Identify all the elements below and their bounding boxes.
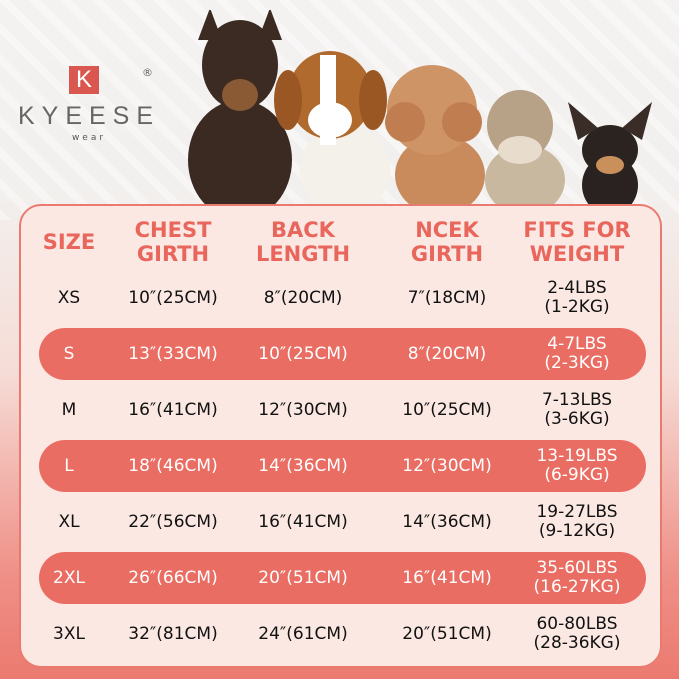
brand-sub: wear [71, 133, 107, 143]
schnauzer-image [485, 90, 565, 210]
cell-size: 3XL [53, 623, 85, 644]
table-row-xl: XL 22″(56CM) 16″(41CM) 14″(36CM) 19-27LBS (9… [39, 496, 646, 548]
poodle-image [385, 65, 485, 210]
cell-weight: 7-13LBS (3-6KG) [541, 390, 613, 429]
cell-back: 12″(30CM) [258, 399, 348, 420]
cell-chest: 10″(25CM) [128, 287, 218, 308]
table-row-2xl: 2XL 26″(66CM) 20″(51CM) 16″(41CM) 35-60LBS (… [39, 552, 646, 604]
header-size: SIZE [42, 230, 96, 254]
table-row-3xl: 3XL 32″(81CM) 24″(61CM) 20″(51CM) 60-80LBS (… [39, 608, 646, 660]
dogs-photo [188, 10, 652, 210]
cell-size: L [64, 455, 74, 476]
table-row-m: M 16″(41CM) 12″(30CM) 10″(25CM) 7-13LBS (3-6… [39, 384, 646, 436]
chihuahua-image [568, 102, 652, 210]
header-neck-girth: NCEK GIRTH [410, 218, 484, 266]
cell-chest: 16″(41CM) [128, 399, 218, 420]
cell-weight: 19-27LBS (9-12KG) [536, 502, 618, 541]
cell-neck: 8″(20CM) [407, 343, 487, 364]
beagle-image [274, 51, 390, 210]
cell-weight: 4-7LBS (2-3KG) [544, 334, 610, 373]
logo-mark: K [69, 66, 99, 94]
registered-mark: ® [142, 66, 153, 79]
cell-size: M [61, 399, 77, 420]
table-row-l: L 18″(46CM) 14″(36CM) 12″(30CM) 13-19LBS (6-… [39, 440, 646, 492]
cell-back: 8″(20CM) [263, 287, 343, 308]
cell-neck: 12″(30CM) [402, 455, 492, 476]
cell-size: S [63, 343, 75, 364]
cell-weight: 2-4LBS (1-2KG) [544, 278, 610, 317]
table-row-s: S 13″(33CM) 10″(25CM) 8″(20CM) 4-7LBS (2-3KG… [39, 328, 646, 380]
brand-name: KYEESE [17, 102, 161, 130]
cell-chest: 22″(56CM) [128, 511, 218, 532]
table-header: SIZE CHEST GIRTH BACK LENGTH NCEK GIRTH … [39, 214, 646, 270]
header-weight: FITS FOR WEIGHT [523, 218, 631, 266]
cell-back: 10″(25CM) [258, 343, 348, 364]
cell-neck: 16″(41CM) [402, 567, 492, 588]
cell-back: 24″(61CM) [258, 623, 348, 644]
brand-logo: K ® KYEESE wear [14, 66, 164, 143]
header-back-length: BACK LENGTH [255, 218, 351, 266]
cell-back: 16″(41CM) [258, 511, 348, 532]
table-row-xs: XS 10″(25CM) 8″(20CM) 7″(18CM) 2-4LBS (1-2KG… [39, 272, 646, 324]
cell-back: 14″(36CM) [258, 455, 348, 476]
cell-weight: 35-60LBS (16-27KG) [533, 558, 621, 597]
header-chest-girth: CHEST GIRTH [134, 218, 212, 266]
cell-chest: 26″(66CM) [128, 567, 218, 588]
cell-weight: 13-19LBS (6-9KG) [536, 446, 618, 485]
cell-size: XL [58, 511, 80, 532]
doberman-image [188, 10, 292, 210]
cell-neck: 14″(36CM) [402, 511, 492, 532]
size-chart-table: SIZE CHEST GIRTH BACK LENGTH NCEK GIRTH … [19, 204, 662, 668]
cell-weight: 60-80LBS (28-36KG) [533, 614, 621, 653]
cell-chest: 13″(33CM) [128, 343, 218, 364]
cell-neck: 7″(18CM) [407, 287, 487, 308]
cell-neck: 20″(51CM) [402, 623, 492, 644]
cell-chest: 18″(46CM) [128, 455, 218, 476]
cell-size: 2XL [53, 567, 85, 588]
cell-neck: 10″(25CM) [402, 399, 492, 420]
cell-back: 20″(51CM) [258, 567, 348, 588]
cell-size: XS [57, 287, 81, 308]
cell-chest: 32″(81CM) [128, 623, 218, 644]
